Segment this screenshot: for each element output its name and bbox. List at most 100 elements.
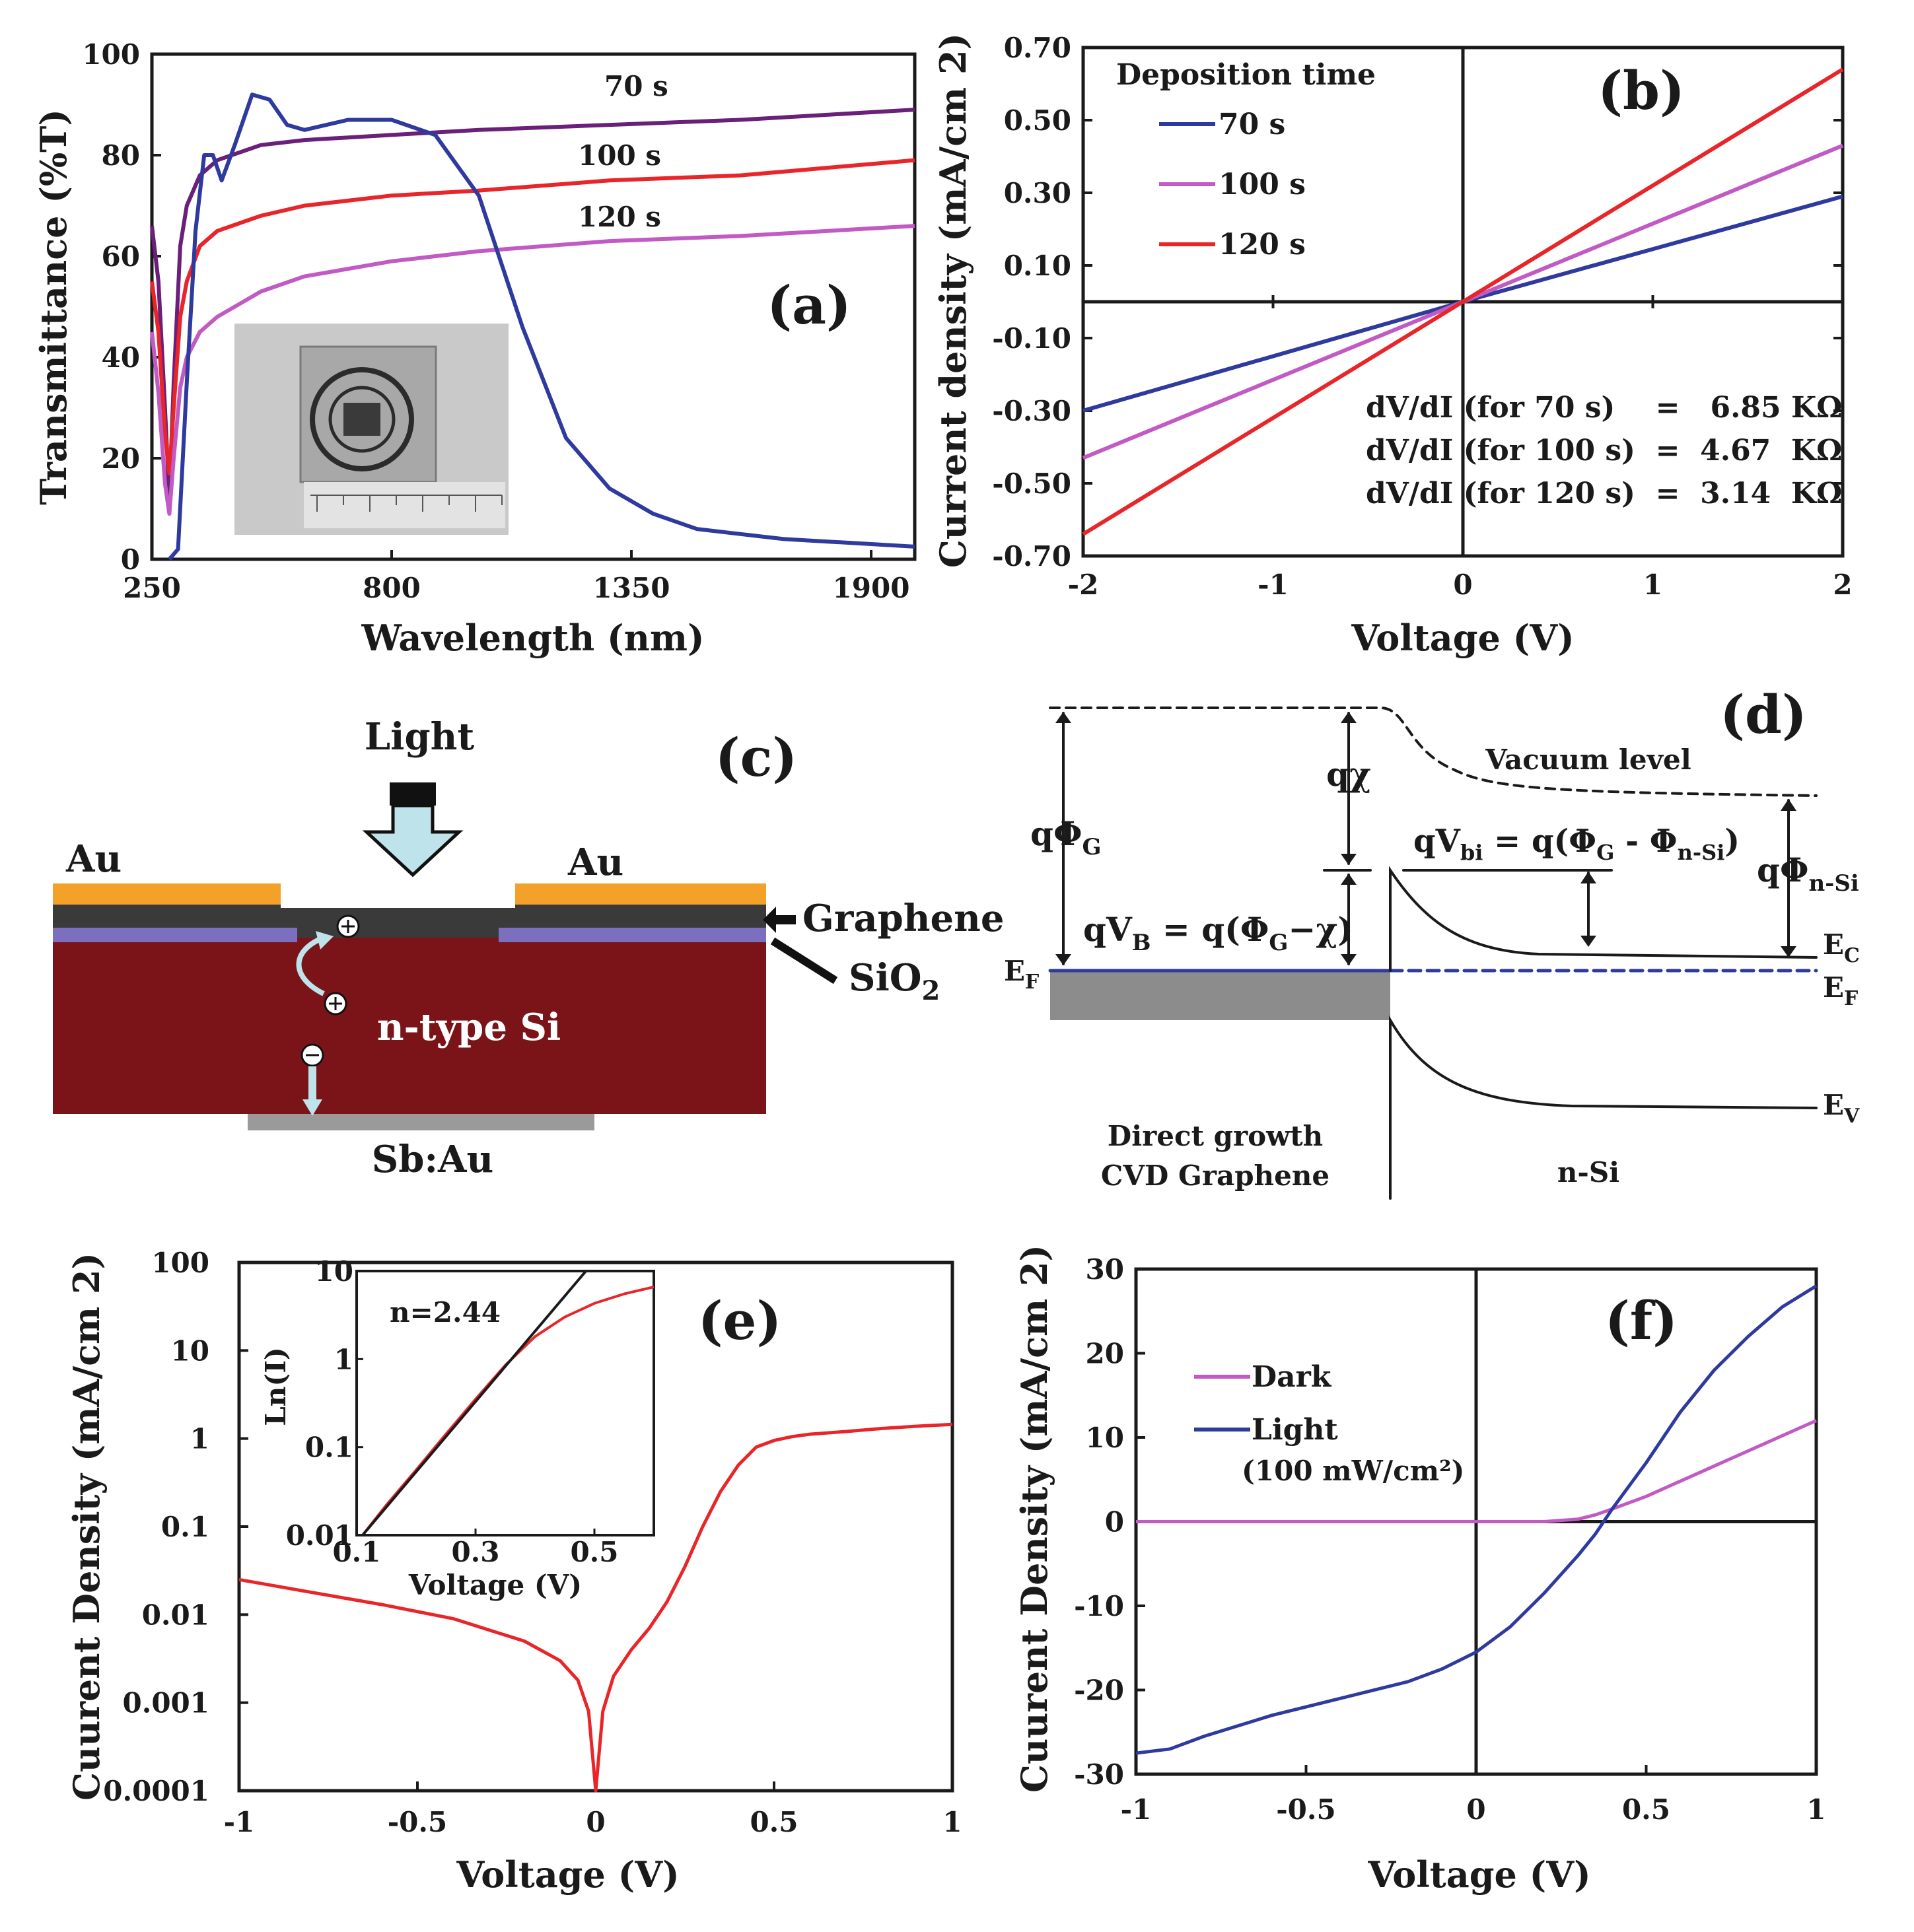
conduction-band xyxy=(1389,866,1818,972)
panel-b-legend-70s: 70 s xyxy=(1219,108,1285,141)
panel-e-xtick: -0.5 xyxy=(388,1806,448,1838)
panel-b-label: (b) xyxy=(1598,59,1685,121)
panel-f-ylabel: Cuurent Density (mA/cm 2) xyxy=(1013,1245,1055,1793)
panel-e-inset-xtick: 0.5 xyxy=(570,1536,618,1568)
panel-e-xlabel: Voltage (V) xyxy=(456,1853,679,1896)
panel-d-ec-label: EC xyxy=(1823,928,1860,967)
panel-b-series-2 xyxy=(1082,67,1844,536)
panel-e-xtick: 0.5 xyxy=(750,1806,798,1838)
panel-f-xtick: 1 xyxy=(1806,1793,1825,1826)
vacuum-level-line xyxy=(1049,707,1818,797)
light-arrow-icon xyxy=(362,782,464,878)
panel-b-xtick: 1 xyxy=(1643,569,1662,601)
panel-e-inset-series-1 xyxy=(361,1271,588,1535)
panel-e-xtick: -1 xyxy=(224,1806,255,1838)
panel-a-annotation-70s: 70 s xyxy=(604,70,668,102)
panel-f-ytick: -30 xyxy=(1074,1758,1124,1791)
panel-d-vacuum-level-label: Vacuum level xyxy=(1485,743,1691,776)
panel-d-qvb-label: qVB = q(ΦG−χ) xyxy=(1083,910,1353,956)
panel-d-ev-label: EV xyxy=(1823,1089,1860,1128)
panel-a-series-3 xyxy=(168,92,915,561)
au-left-electrode xyxy=(53,883,281,905)
panel-b-legend-100s: 100 s xyxy=(1219,168,1306,201)
n-si-substrate xyxy=(53,942,766,1114)
panel-e-series-0 xyxy=(238,1422,953,1793)
panel-d-qchi-label: qχ xyxy=(1326,755,1371,794)
au-right-electrode xyxy=(515,883,766,905)
panel-d-qvbi-label: qVbi = q(ΦG - Φn-Si) xyxy=(1413,823,1740,865)
panel-e-ytick: 10 xyxy=(171,1334,209,1367)
panel-e-inset-xtick: 0.3 xyxy=(451,1536,499,1568)
panel-d-left-region-line2: CVD Graphene xyxy=(1101,1159,1329,1192)
panel-e-ylabel: Cuurent Density (mA/cm 2) xyxy=(65,1253,108,1801)
electron-drift-arrow-icon xyxy=(302,1066,322,1116)
panel-b-annotation-120s: dV/dI (for 120 s) = 3.14 KΩ xyxy=(1366,477,1842,510)
graphene-si-contact xyxy=(297,938,499,942)
panel-c-sio2-label: SiO2 xyxy=(849,956,940,1006)
sio2-pointer-arrow-icon xyxy=(770,937,838,984)
panel-c-au-left-label: Au xyxy=(65,837,122,881)
panel-e-inset-frame xyxy=(355,1270,655,1536)
panel-a-annotation-120s: 120 s xyxy=(578,201,661,233)
panel-a-xlabel: Wavelength (nm) xyxy=(361,617,704,659)
panel-a-ytick: 100 xyxy=(82,38,140,71)
panel-f-ytick: 0 xyxy=(1105,1506,1124,1538)
panel-b-ylabel: Current density (mA/cm 2) xyxy=(932,33,974,568)
panel-f-xtick: 0 xyxy=(1466,1793,1485,1826)
graphene-fermi-block xyxy=(1050,971,1390,1020)
panel-f-ytick: -20 xyxy=(1074,1674,1124,1707)
panel-a-ytick: 60 xyxy=(102,240,140,273)
panel-a-xtick: 1350 xyxy=(593,572,670,604)
panel-b-xlabel: Voltage (V) xyxy=(1351,617,1574,659)
panel-a-ytick: 40 xyxy=(102,341,140,374)
panel-c-light-label: Light xyxy=(365,715,475,759)
panel-d-left-region-line1: Direct growth xyxy=(1108,1120,1323,1152)
panel-f-ytick: -10 xyxy=(1074,1590,1124,1622)
panel-f-series-1 xyxy=(1135,1284,1818,1755)
panel-d: (d) Vacuum level qΦG qχ qVB = q(ΦG−χ) qV… xyxy=(1004,683,1860,1200)
panel-e-inset-ytick: 0.1 xyxy=(305,1432,353,1464)
panel-a-ytick: 20 xyxy=(102,442,140,475)
graphene-window xyxy=(297,908,499,938)
panel-e-inset-ytick: 10 xyxy=(315,1255,353,1288)
hole-carrier-icon xyxy=(324,914,360,1016)
panel-e-label: (e) xyxy=(698,1290,782,1352)
graphene-layer xyxy=(53,905,766,938)
panel-b-annotation-70s: dV/dI (for 70 s) = 6.85 KΩ xyxy=(1366,391,1842,425)
panel-c-au-right-label: Au xyxy=(567,841,623,884)
panel-e-xtick: 0 xyxy=(586,1806,605,1838)
panel-b-ytick: 0.10 xyxy=(1004,250,1071,282)
panel-a: 250 800 1350 1900 0 20 40 60 80 100 Wavelength (n… xyxy=(32,38,917,659)
panel-b-ytick: 0.70 xyxy=(1004,32,1071,64)
panel-b-legend-120s: 120 s xyxy=(1219,228,1306,261)
panel-b-xtick: -2 xyxy=(1068,569,1099,601)
panel-f-label: (f) xyxy=(1605,1290,1678,1352)
panel-f-ytick: 30 xyxy=(1086,1253,1124,1286)
panel-f-xtick: -1 xyxy=(1121,1793,1152,1826)
hole-transfer-arrow-icon xyxy=(296,935,325,996)
panel-b-legend-title: Deposition time xyxy=(1116,58,1376,92)
panel-e-inset-xlabel: Voltage (V) xyxy=(408,1569,582,1601)
panel-e-ytick: 0.01 xyxy=(142,1599,209,1631)
panel-a-xtick: 1900 xyxy=(833,572,910,604)
panel-e-inset-annotation: n=2.44 xyxy=(390,1296,501,1328)
panel-b: -2 -1 0 1 2 0.70 0.50 0.30 0.10 -0.10 -0.30 -0.50 -0… xyxy=(932,32,1853,659)
panel-f-legend-light: Light xyxy=(1252,1413,1338,1447)
panel-a-label: (a) xyxy=(767,274,851,336)
panel-b-ytick: -0.50 xyxy=(992,467,1071,500)
sb-au-contact xyxy=(248,1114,594,1130)
panel-e-ytick: 1 xyxy=(190,1423,209,1455)
panel-d-qphinsi-label: qΦn-Si xyxy=(1757,850,1859,897)
panel-e-ytick: 0.1 xyxy=(161,1511,209,1543)
panel-b-xtick: 2 xyxy=(1833,569,1852,601)
panel-e-inset-xtick: 0.1 xyxy=(332,1536,380,1568)
panel-c: (c) Light Au Au n-type Si Sb:Au Graphene… xyxy=(53,715,1004,1181)
panel-a-frame xyxy=(150,52,917,561)
panel-a-series-2 xyxy=(150,224,915,516)
electron-carrier-icon xyxy=(301,1043,324,1067)
panel-e-inset-ytick: 1 xyxy=(334,1343,353,1375)
panel-f-xtick: 0.5 xyxy=(1622,1793,1670,1826)
